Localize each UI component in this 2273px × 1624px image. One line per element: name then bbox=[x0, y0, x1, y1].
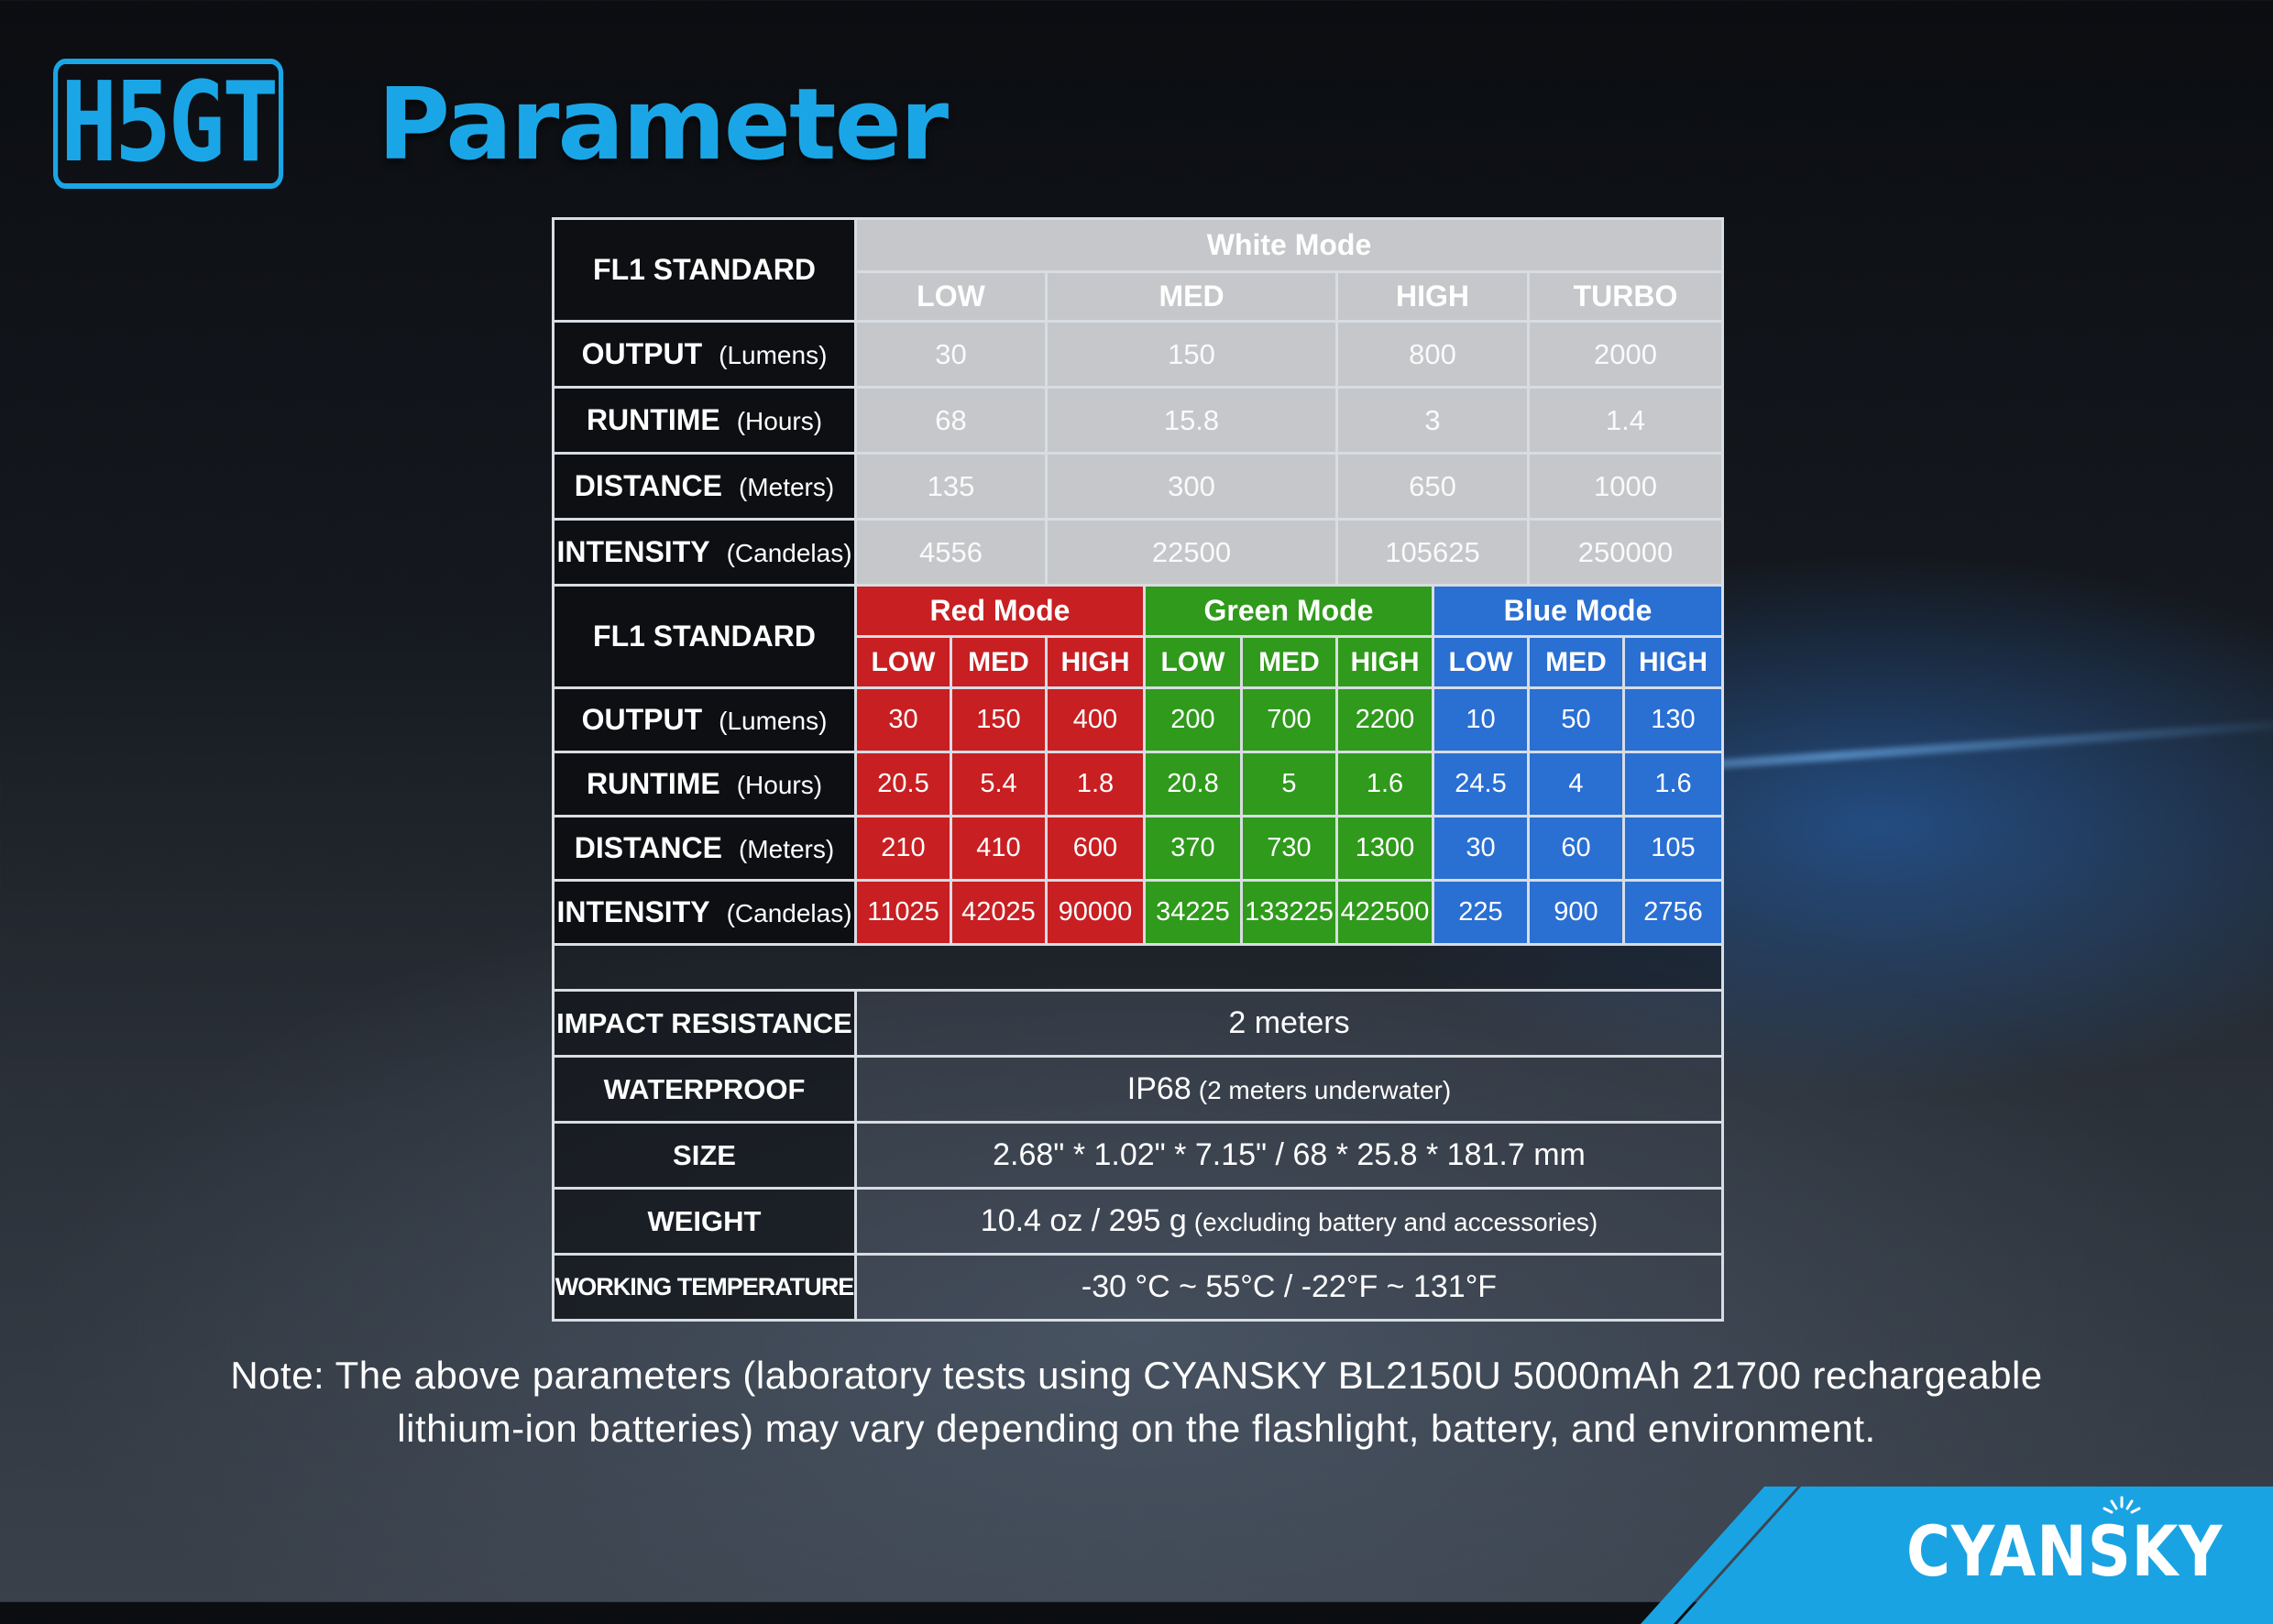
property-value-impact: 2 meters bbox=[854, 989, 1724, 1058]
blue-cell: 130 bbox=[1622, 686, 1724, 753]
white-level-turbo: TURBO bbox=[1527, 270, 1724, 323]
spec-table: FL1 STANDARD White Mode LOW MED HIGH TUR… bbox=[552, 217, 1724, 1322]
level-label: LOW bbox=[1143, 635, 1243, 689]
white-cell: 300 bbox=[1045, 452, 1338, 521]
level-label: LOW bbox=[1432, 635, 1530, 689]
white-level-high: HIGH bbox=[1335, 270, 1530, 323]
red-cell: 90000 bbox=[1045, 879, 1146, 946]
white-cell: 250000 bbox=[1527, 518, 1724, 587]
footnote-line: lithium-ion batteries) may vary dependin… bbox=[397, 1407, 1876, 1450]
green-cell: 5 bbox=[1240, 751, 1338, 817]
green-cell: 370 bbox=[1143, 815, 1243, 882]
blue-cell: 24.5 bbox=[1432, 751, 1530, 817]
white-cell: 68 bbox=[854, 386, 1048, 455]
white-cell: 2000 bbox=[1527, 320, 1724, 389]
white-cell: 1.4 bbox=[1527, 386, 1724, 455]
blue-cell: 225 bbox=[1432, 879, 1530, 946]
property-value-size: 2.68" * 1.02" * 7.15" / 68 * 25.8 * 181.… bbox=[854, 1121, 1724, 1190]
white-cell: 135 bbox=[854, 452, 1048, 521]
white-mode-header: White Mode bbox=[854, 217, 1724, 273]
green-cell: 34225 bbox=[1143, 879, 1243, 946]
white-cell: 15.8 bbox=[1045, 386, 1338, 455]
property-label-waterproof: WATERPROOF bbox=[552, 1055, 857, 1124]
property-label-weight: WEIGHT bbox=[552, 1187, 857, 1256]
red-cell: 30 bbox=[854, 686, 952, 753]
property-value-weight: 10.4 oz / 295 g (excluding battery and ac… bbox=[854, 1187, 1724, 1256]
white-cell: 105625 bbox=[1335, 518, 1530, 587]
level-label: HIGH bbox=[1045, 635, 1146, 689]
blue-cell: 900 bbox=[1527, 879, 1625, 946]
red-cell: 600 bbox=[1045, 815, 1146, 882]
white-cell: 4556 bbox=[854, 518, 1048, 587]
property-value-waterproof: IP68 (2 meters underwater) bbox=[854, 1055, 1724, 1124]
blue-cell: 105 bbox=[1622, 815, 1724, 882]
green-cell: 730 bbox=[1240, 815, 1338, 882]
blue-cell: 30 bbox=[1432, 815, 1530, 882]
blue-cell: 2756 bbox=[1622, 879, 1724, 946]
property-value-temperature: -30 °C ~ 55°C / -22°F ~ 131°F bbox=[854, 1253, 1724, 1322]
blue-cell: 60 bbox=[1527, 815, 1625, 882]
blue-cell: 50 bbox=[1527, 686, 1625, 753]
white-level-med: MED bbox=[1045, 270, 1338, 323]
green-cell: 20.8 bbox=[1143, 751, 1243, 817]
model-logo-text: H5GT bbox=[60, 60, 279, 187]
level-label: LOW bbox=[854, 635, 952, 689]
model-logo: H5GT bbox=[53, 59, 284, 189]
level-label: MED bbox=[1240, 635, 1338, 689]
property-label-size: SIZE bbox=[552, 1121, 857, 1190]
white-level-low: LOW bbox=[854, 270, 1048, 323]
white-cell: 22500 bbox=[1045, 518, 1338, 587]
red-cell: 150 bbox=[950, 686, 1048, 753]
white-cell: 650 bbox=[1335, 452, 1530, 521]
green-cell: 1300 bbox=[1335, 815, 1434, 882]
red-cell: 210 bbox=[854, 815, 952, 882]
light-rays-icon bbox=[2103, 1496, 2141, 1514]
footnote: Note: The above parameters (laboratory t… bbox=[0, 1349, 2273, 1455]
blue-cell: 4 bbox=[1527, 751, 1625, 817]
green-mode-header: Green Mode bbox=[1143, 584, 1434, 638]
property-label-temperature: WORKING TEMPERATURE bbox=[552, 1253, 857, 1322]
green-cell: 2200 bbox=[1335, 686, 1434, 753]
green-cell: 133225 bbox=[1240, 879, 1338, 946]
row-label-output: OUTPUT (Lumens) bbox=[552, 320, 857, 389]
green-cell: 700 bbox=[1240, 686, 1338, 753]
row-label-intensity: INTENSITY (Candelas) bbox=[552, 518, 857, 587]
white-cell: 30 bbox=[854, 320, 1048, 389]
page-title: Parameter bbox=[378, 68, 949, 182]
white-cell: 3 bbox=[1335, 386, 1530, 455]
red-cell: 400 bbox=[1045, 686, 1146, 753]
row-label-distance: DISTANCE (Meters) bbox=[552, 452, 857, 521]
blue-mode-header: Blue Mode bbox=[1432, 584, 1724, 638]
red-cell: 20.5 bbox=[854, 751, 952, 817]
red-cell: 410 bbox=[950, 815, 1048, 882]
row-label-intensity: INTENSITY (Candelas) bbox=[552, 879, 857, 946]
green-cell: 1.6 bbox=[1335, 751, 1434, 817]
level-label: HIGH bbox=[1335, 635, 1434, 689]
white-cell: 150 bbox=[1045, 320, 1338, 389]
level-label: MED bbox=[950, 635, 1048, 689]
level-label: HIGH bbox=[1622, 635, 1724, 689]
white-cell: 1000 bbox=[1527, 452, 1724, 521]
blue-cell: 10 bbox=[1432, 686, 1530, 753]
table-divider bbox=[552, 943, 1724, 992]
row-label-output: OUTPUT (Lumens) bbox=[552, 686, 857, 753]
level-label: MED bbox=[1527, 635, 1625, 689]
property-label-impact: IMPACT RESISTANCE bbox=[552, 989, 857, 1058]
blue-cell: 1.6 bbox=[1622, 751, 1724, 817]
white-cell: 800 bbox=[1335, 320, 1530, 389]
red-cell: 1.8 bbox=[1045, 751, 1146, 817]
red-mode-header: Red Mode bbox=[854, 584, 1146, 638]
row-label-runtime: RUNTIME (Hours) bbox=[552, 751, 857, 817]
standard-label: FL1 STANDARD bbox=[552, 584, 857, 689]
row-label-distance: DISTANCE (Meters) bbox=[552, 815, 857, 882]
green-cell: 200 bbox=[1143, 686, 1243, 753]
red-cell: 42025 bbox=[950, 879, 1048, 946]
brand-logo: CYANSKY bbox=[1906, 1510, 2224, 1592]
footnote-line: Note: The above parameters (laboratory t… bbox=[230, 1354, 2043, 1397]
standard-label: FL1 STANDARD bbox=[552, 217, 857, 323]
red-cell: 5.4 bbox=[950, 751, 1048, 817]
row-label-runtime: RUNTIME (Hours) bbox=[552, 386, 857, 455]
green-cell: 422500 bbox=[1335, 879, 1434, 946]
red-cell: 11025 bbox=[854, 879, 952, 946]
